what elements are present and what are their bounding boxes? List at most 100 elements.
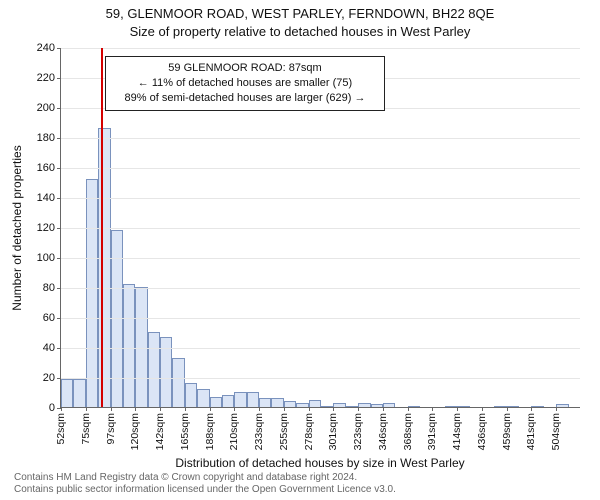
xtick-label: 481sqm [525, 413, 537, 450]
ytick-mark [57, 228, 61, 229]
histogram-bar [445, 406, 457, 408]
xtick-label: 142sqm [154, 413, 166, 450]
histogram-bar [494, 406, 506, 408]
xtick-mark [482, 407, 483, 411]
xtick-mark [135, 407, 136, 411]
xtick-label: 97sqm [105, 413, 117, 445]
chart-subtitle: Size of property relative to detached ho… [0, 24, 600, 39]
xtick-mark [309, 407, 310, 411]
histogram-bar [408, 406, 420, 408]
gridline [61, 258, 580, 259]
xtick-mark [457, 407, 458, 411]
ytick-mark [57, 258, 61, 259]
xtick-label: 504sqm [550, 413, 562, 450]
gridline [61, 138, 580, 139]
footer-line-1: Contains HM Land Registry data © Crown c… [14, 472, 600, 484]
histogram-bar [222, 395, 234, 407]
histogram-bar [259, 398, 271, 407]
histogram-bar [148, 332, 160, 407]
footer-line-2: Contains public sector information licen… [14, 484, 600, 496]
histogram-bar [123, 284, 135, 407]
ytick-mark [57, 348, 61, 349]
xtick-mark [284, 407, 285, 411]
annotation-line-3: 89% of semi-detached houses are larger (… [112, 91, 378, 106]
xtick-label: 391sqm [426, 413, 438, 450]
ytick-mark [57, 378, 61, 379]
ytick-label: 40 [43, 342, 55, 354]
histogram-bar [172, 358, 184, 408]
xtick-label: 459sqm [501, 413, 513, 450]
histogram-bar [507, 406, 519, 408]
gridline [61, 378, 580, 379]
gridline [61, 288, 580, 289]
gridline [61, 318, 580, 319]
ytick-mark [57, 288, 61, 289]
histogram-bar [383, 403, 395, 408]
xtick-label: 165sqm [179, 413, 191, 450]
ytick-mark [57, 318, 61, 319]
xtick-label: 414sqm [451, 413, 463, 450]
ytick-label: 240 [37, 42, 55, 54]
histogram-bar [210, 397, 222, 408]
histogram-bar [271, 398, 283, 407]
xtick-label: 210sqm [228, 413, 240, 450]
gridline [61, 348, 580, 349]
annotation-box: 59 GLENMOOR ROAD: 87sqm ← 11% of detache… [105, 56, 385, 111]
ytick-mark [57, 48, 61, 49]
ytick-mark [57, 138, 61, 139]
xtick-label: 255sqm [278, 413, 290, 450]
histogram-bar [531, 406, 543, 408]
histogram-bar [556, 404, 568, 407]
xtick-mark [86, 407, 87, 411]
histogram-bar [284, 401, 296, 407]
xtick-label: 120sqm [129, 413, 141, 450]
gridline [61, 198, 580, 199]
ytick-label: 120 [37, 222, 55, 234]
annotation-line-2: ← 11% of detached houses are smaller (75… [112, 76, 378, 91]
histogram-bar [135, 287, 147, 407]
address-title: 59, GLENMOOR ROAD, WEST PARLEY, FERNDOWN… [0, 6, 600, 21]
histogram-bar [371, 404, 383, 407]
xtick-mark [185, 407, 186, 411]
plot-area: 02040608010012014016018020022024052sqm75… [60, 48, 580, 408]
histogram-bar [346, 406, 358, 408]
xtick-label: 188sqm [204, 413, 216, 450]
histogram-bar [309, 400, 321, 408]
ytick-label: 220 [37, 72, 55, 84]
xtick-mark [531, 407, 532, 411]
xtick-mark [507, 407, 508, 411]
xtick-label: 368sqm [402, 413, 414, 450]
xtick-label: 233sqm [253, 413, 265, 450]
histogram-bar [61, 379, 73, 408]
ytick-label: 100 [37, 252, 55, 264]
xtick-label: 278sqm [303, 413, 315, 450]
histogram-bar [73, 379, 85, 408]
xtick-label: 301sqm [327, 413, 339, 450]
ytick-mark [57, 108, 61, 109]
ytick-label: 200 [37, 102, 55, 114]
ytick-mark [57, 168, 61, 169]
histogram-bar [197, 389, 209, 407]
gridline [61, 228, 580, 229]
histogram-bar [185, 383, 197, 407]
histogram-bar [457, 406, 469, 408]
histogram-bar [247, 392, 259, 407]
xtick-mark [61, 407, 62, 411]
xtick-label: 323sqm [352, 413, 364, 450]
xtick-mark [160, 407, 161, 411]
ytick-label: 80 [43, 282, 55, 294]
histogram-bar [296, 403, 308, 408]
xtick-label: 436sqm [476, 413, 488, 450]
xtick-mark [432, 407, 433, 411]
xtick-mark [234, 407, 235, 411]
chart-container: 59, GLENMOOR ROAD, WEST PARLEY, FERNDOWN… [0, 0, 600, 500]
histogram-bar [333, 403, 345, 408]
histogram-bar [234, 392, 246, 407]
xtick-mark [259, 407, 260, 411]
property-marker-line [101, 48, 103, 407]
xtick-label: 346sqm [377, 413, 389, 450]
histogram-bar [86, 179, 98, 407]
xtick-mark [556, 407, 557, 411]
xtick-mark [408, 407, 409, 411]
ytick-label: 160 [37, 162, 55, 174]
